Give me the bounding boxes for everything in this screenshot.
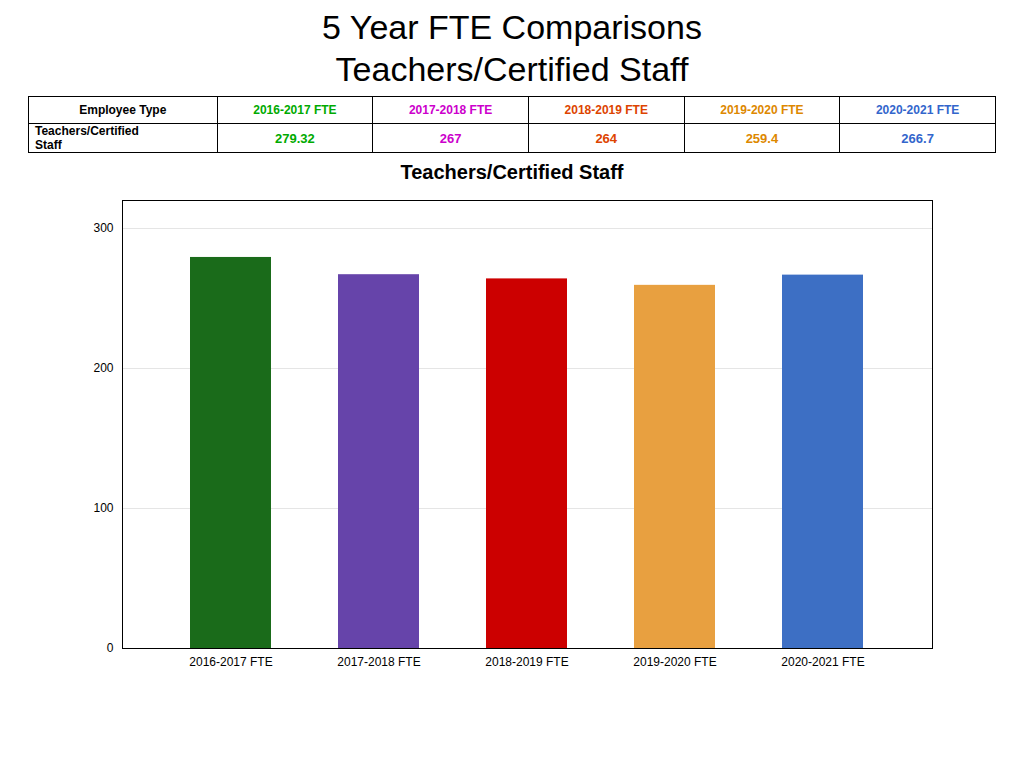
html-text:266.7: 266.7	[901, 130, 934, 146]
html-text:2018-2019 FTE: 2018-2019 FTE	[564, 103, 648, 117]
html-text:279.32: 279.32	[275, 130, 315, 146]
html-text:2019-2020 FTE: 2019-2020 FTE	[720, 103, 804, 117]
svg-text:0: 0	[107, 641, 114, 655]
html-text:Teachers/Certified Staff: Teachers/Certified Staff	[400, 161, 624, 183]
html-text:5 Year FTE Comparisons: 5 Year FTE Comparisons	[322, 8, 702, 46]
html-text:2017-2018 FTE: 2017-2018 FTE	[408, 103, 493, 117]
html-text:Teachers/Certified: Teachers/Certified	[35, 124, 139, 138]
html-text:Teachers/Certified Staff: Teachers/Certified Staff	[335, 50, 689, 88]
html-text:264: 264	[595, 130, 618, 146]
svg-text:2019-2020 FTE: 2019-2020 FTE	[633, 655, 716, 669]
html-text:Employee Type: Employee Type	[79, 103, 167, 117]
svg-text:2018-2019 FTE: 2018-2019 FTE	[485, 655, 568, 669]
html-text:Staff: Staff	[35, 138, 62, 152]
html-text:2016-2017 FTE: 2016-2017 FTE	[253, 103, 337, 117]
html-text:259.4: 259.4	[745, 130, 779, 146]
svg-text:2017-2018 FTE: 2017-2018 FTE	[337, 655, 420, 669]
svg-text:100: 100	[93, 501, 113, 515]
svg-text:2020-2021 FTE: 2020-2021 FTE	[781, 655, 864, 669]
svg-text:300: 300	[93, 221, 113, 235]
svg-text:200: 200	[93, 361, 113, 375]
html-text:2020-2021 FTE: 2020-2021 FTE	[875, 103, 960, 117]
html-text:267: 267	[439, 130, 462, 146]
svg-text:2016-2017 FTE: 2016-2017 FTE	[189, 655, 272, 669]
